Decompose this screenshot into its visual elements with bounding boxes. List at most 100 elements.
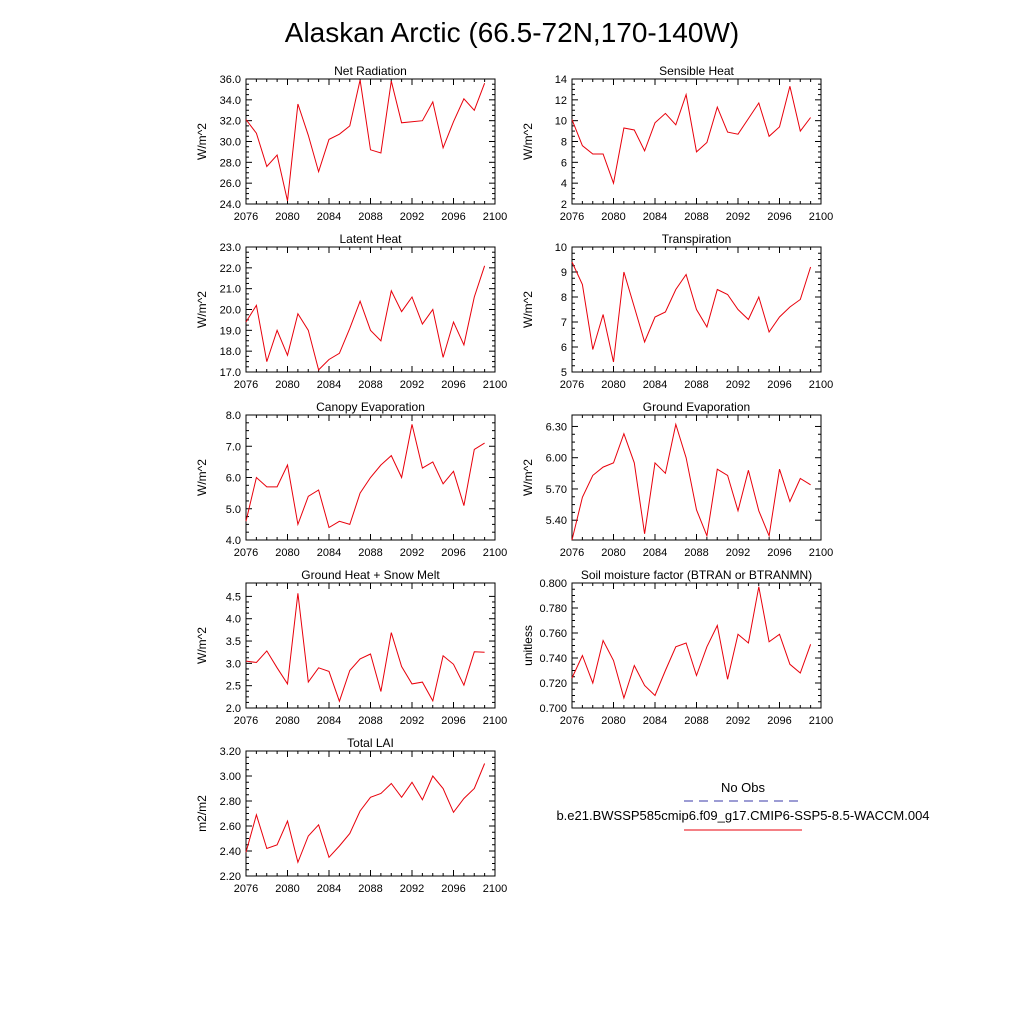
- y-tick-label: 26.0: [220, 178, 241, 190]
- x-tick-label: 2084: [317, 883, 341, 895]
- panel-title: Latent Heat: [339, 232, 402, 246]
- y-tick-label: 19.0: [220, 325, 241, 337]
- legend-model-label: b.e21.BWSSP585cmip6.f09_g17.CMIP6-SSP5-8…: [556, 808, 929, 823]
- x-tick-label: 2088: [358, 715, 382, 727]
- x-tick-label: 2092: [400, 547, 424, 559]
- y-tick-label: 0.780: [539, 603, 567, 615]
- y-tick-label: 3.5: [226, 636, 241, 648]
- y-tick-label: 2.5: [226, 681, 241, 693]
- x-tick-label: 2100: [483, 211, 507, 223]
- x-tick-label: 2092: [726, 715, 750, 727]
- panel-title: Ground Evaporation: [643, 400, 750, 414]
- panel-title: Net Radiation: [334, 64, 407, 78]
- y-tick-label: 32.0: [220, 116, 241, 128]
- y-tick-label: 3.00: [220, 771, 241, 783]
- x-tick-label: 2088: [684, 715, 708, 727]
- series-line: [245, 265, 486, 371]
- x-tick-label: 2084: [643, 379, 667, 391]
- panel-7: Soil moisture factor (BTRAN or BTRANMN) 2…: [521, 568, 833, 727]
- x-tick-label: 2096: [441, 715, 465, 727]
- x-tick-label: 2084: [317, 715, 341, 727]
- y-tick-label: 0.760: [539, 628, 567, 640]
- panel-title: Canopy Evaporation: [316, 400, 425, 414]
- panel-title: Total LAI: [347, 736, 394, 750]
- series-line: [571, 422, 811, 541]
- y-tick-label: 6: [561, 157, 567, 169]
- x-tick-label: 2088: [684, 547, 708, 559]
- x-tick-label: 2100: [483, 715, 507, 727]
- x-tick-label: 2088: [684, 211, 708, 223]
- y-tick-label: 4.5: [226, 591, 241, 603]
- y-tick-label: 34.0: [220, 95, 241, 107]
- x-tick-label: 2080: [601, 379, 625, 391]
- y-tick-label: 0.740: [539, 653, 567, 665]
- x-tick-label: 2076: [560, 715, 584, 727]
- x-tick-label: 2084: [643, 715, 667, 727]
- y-tick-label: 0.720: [539, 678, 567, 690]
- x-tick-label: 2076: [560, 379, 584, 391]
- y-tick-label: 2.40: [220, 846, 241, 858]
- x-tick-label: 2096: [767, 211, 791, 223]
- y-tick-label: 2.60: [220, 821, 241, 833]
- x-tick-label: 2080: [275, 547, 299, 559]
- x-tick-label: 2096: [441, 883, 465, 895]
- y-axis-label: unitless: [521, 625, 535, 666]
- y-tick-label: 2.0: [226, 703, 241, 715]
- y-tick-label: 12: [555, 95, 567, 107]
- x-tick-label: 2088: [358, 883, 382, 895]
- x-tick-label: 2076: [560, 547, 584, 559]
- y-tick-label: 6.00: [546, 453, 567, 465]
- y-tick-label: 28.0: [220, 157, 241, 169]
- legend: No Obs b.e21.BWSSP585cmip6.f09_g17.CMIP6…: [556, 780, 930, 831]
- y-tick-label: 14: [555, 74, 567, 86]
- x-tick-label: 2100: [483, 547, 507, 559]
- y-tick-label: 0.700: [539, 703, 567, 715]
- y-axis-label: W/m^2: [521, 291, 535, 328]
- panel-0: Net Radiation 2076 2080 2084 2088 2092 2096 210…: [195, 64, 507, 223]
- x-tick-label: 2080: [275, 211, 299, 223]
- y-tick-label: 17.0: [220, 367, 241, 379]
- y-tick-label: 0.800: [539, 578, 567, 590]
- x-tick-label: 2096: [767, 715, 791, 727]
- x-tick-label: 2100: [809, 211, 833, 223]
- panel-6: Ground Heat + Snow Melt 2076 2080 2084 2088 2…: [195, 568, 507, 727]
- y-tick-label: 24.0: [220, 199, 241, 211]
- y-tick-label: 4: [561, 178, 567, 190]
- series-line: [571, 86, 811, 186]
- x-tick-label: 2092: [726, 211, 750, 223]
- x-tick-label: 2092: [726, 379, 750, 391]
- x-tick-label: 2096: [441, 547, 465, 559]
- x-tick-label: 2084: [317, 547, 341, 559]
- y-tick-label: 21.0: [220, 284, 241, 296]
- x-tick-label: 2084: [317, 379, 341, 391]
- x-tick-label: 2076: [234, 211, 258, 223]
- y-tick-label: 2: [561, 199, 567, 211]
- y-tick-label: 30.0: [220, 137, 241, 149]
- x-tick-label: 2088: [358, 211, 382, 223]
- x-tick-label: 2088: [358, 379, 382, 391]
- y-tick-label: 23.0: [220, 242, 241, 254]
- series-line: [571, 586, 812, 700]
- y-tick-label: 8: [561, 292, 567, 304]
- y-tick-label: 22.0: [220, 263, 241, 275]
- x-tick-label: 2084: [643, 211, 667, 223]
- x-tick-label: 2084: [317, 211, 341, 223]
- x-tick-label: 2080: [275, 883, 299, 895]
- y-axis-label: W/m^2: [521, 459, 535, 496]
- y-tick-label: 6.0: [226, 473, 241, 485]
- y-tick-label: 2.20: [220, 871, 241, 883]
- y-tick-label: 18.0: [220, 346, 241, 358]
- y-tick-label: 7.0: [226, 441, 241, 453]
- y-tick-label: 5.0: [226, 504, 241, 516]
- x-tick-label: 2092: [400, 379, 424, 391]
- y-tick-label: 10: [555, 242, 567, 254]
- y-axis-label: W/m^2: [195, 627, 209, 664]
- x-tick-label: 2076: [234, 883, 258, 895]
- x-tick-label: 2080: [601, 715, 625, 727]
- panel-title: Transpiration: [662, 232, 732, 246]
- x-tick-label: 2100: [483, 883, 507, 895]
- x-tick-label: 2096: [767, 547, 791, 559]
- panel-title: Ground Heat + Snow Melt: [301, 568, 440, 582]
